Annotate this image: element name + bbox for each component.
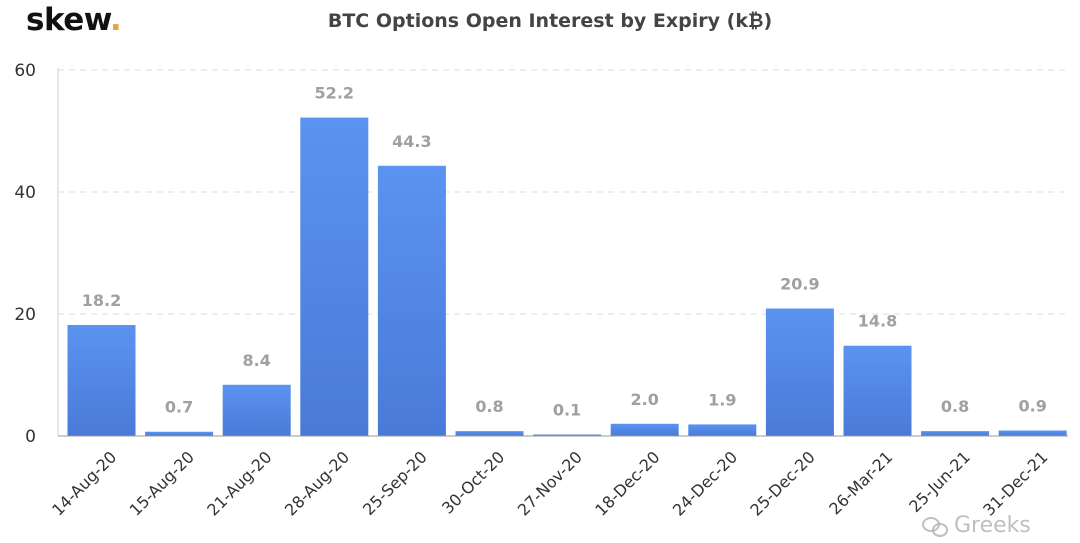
x-tick-label: 26-Mar-21 bbox=[825, 447, 896, 518]
bar bbox=[765, 308, 834, 436]
watermark: Greeks bbox=[922, 513, 1031, 538]
data-label: 0.1 bbox=[553, 401, 581, 420]
bar bbox=[843, 345, 912, 436]
x-tick-label: 24-Dec-20 bbox=[669, 447, 741, 519]
y-tick-label: 40 bbox=[14, 183, 36, 203]
bar bbox=[222, 384, 291, 436]
x-axis: 14-Aug-20 15-Aug-20 21-Aug-20 28-Aug-20 25-S… bbox=[48, 435, 1068, 520]
bar bbox=[998, 430, 1067, 436]
data-label: 18.2 bbox=[82, 291, 121, 310]
gridlines bbox=[58, 69, 1068, 315]
bar bbox=[377, 165, 446, 436]
x-tick-label: 14-Aug-20 bbox=[48, 447, 120, 519]
bar bbox=[300, 117, 369, 436]
x-tick-label: 30-Oct-20 bbox=[438, 447, 508, 517]
x-tick-label: 25-Dec-20 bbox=[746, 447, 818, 519]
x-tick-label: 25-Jun-21 bbox=[905, 447, 974, 516]
bar bbox=[145, 431, 214, 436]
bar bbox=[67, 324, 136, 436]
y-axis: 0 20 40 60 bbox=[14, 61, 59, 447]
x-tick-label: 25-Sep-20 bbox=[359, 447, 431, 519]
y-tick-label: 60 bbox=[14, 61, 36, 81]
data-label: 52.2 bbox=[315, 84, 354, 103]
chart-title: BTC Options Open Interest by Expiry (k₿) bbox=[327, 10, 773, 32]
skew-logo: skew. bbox=[26, 2, 122, 38]
y-tick-label: 0 bbox=[25, 427, 36, 447]
data-label: 0.9 bbox=[1019, 397, 1047, 416]
data-label: 8.4 bbox=[243, 351, 271, 370]
bars bbox=[67, 117, 1067, 436]
watermark-text: Greeks bbox=[954, 513, 1031, 538]
data-label: 20.9 bbox=[780, 275, 819, 294]
value-labels: 18.2 0.7 8.4 52.2 44.3 0.8 0.1 2.0 1.9 20.9 14.8 0.… bbox=[82, 84, 1047, 420]
data-label: 14.8 bbox=[858, 312, 897, 331]
x-tick-label: 27-Nov-20 bbox=[514, 447, 586, 519]
wechat-icon bbox=[922, 516, 948, 537]
data-label: 0.8 bbox=[475, 397, 503, 416]
y-tick-label: 20 bbox=[14, 305, 36, 325]
data-label: 44.3 bbox=[392, 132, 431, 151]
bar bbox=[921, 431, 990, 436]
x-tick-label: 31-Dec-21 bbox=[979, 447, 1051, 519]
x-tick-label: 28-Aug-20 bbox=[281, 447, 353, 519]
data-label: 0.7 bbox=[165, 398, 193, 417]
data-label: 0.8 bbox=[941, 397, 969, 416]
x-tick-label: 21-Aug-20 bbox=[203, 447, 275, 519]
data-label: 2.0 bbox=[631, 390, 659, 409]
data-label: 1.9 bbox=[708, 390, 736, 409]
x-tick-label: 18-Dec-20 bbox=[591, 447, 663, 519]
x-tick-label: 15-Aug-20 bbox=[126, 447, 198, 519]
bar bbox=[610, 423, 679, 436]
bar bbox=[688, 424, 757, 436]
bar bbox=[455, 431, 524, 436]
bar bbox=[533, 434, 602, 436]
